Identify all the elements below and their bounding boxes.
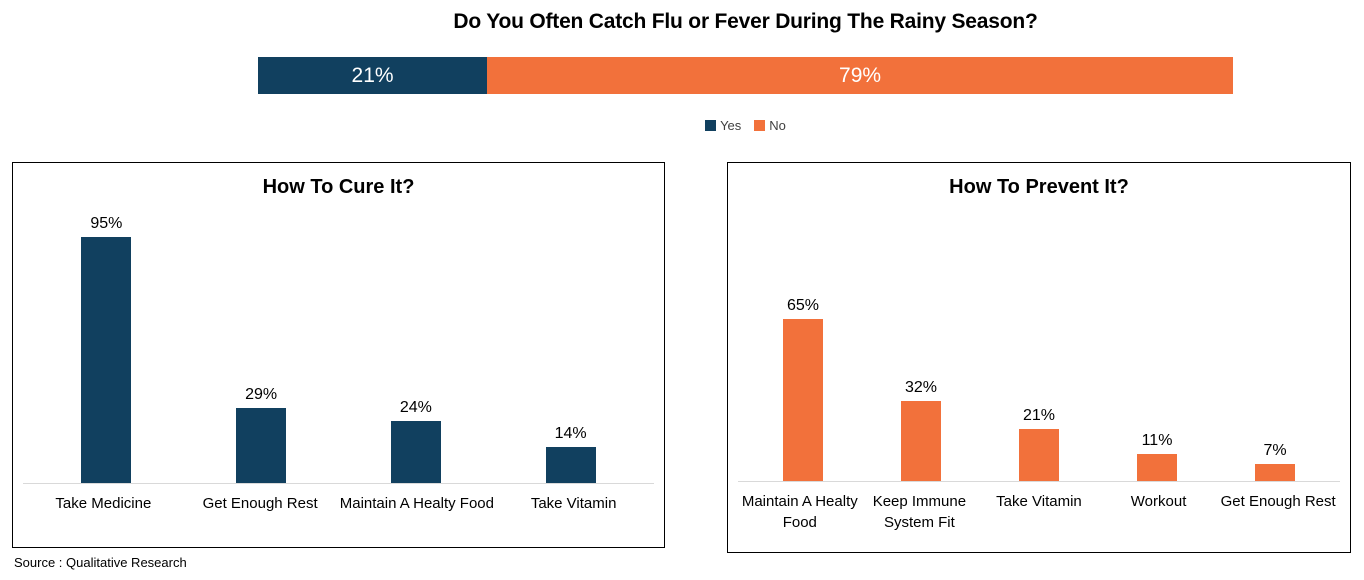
category-label: Take Vitamin: [530, 495, 617, 512]
bar: [236, 408, 287, 483]
legend-label: Yes: [720, 118, 742, 133]
bar-value-label: 24%: [399, 399, 432, 416]
bar: [901, 401, 941, 481]
cure-category-labels: Take Medicine Get Enough Rest Maintain A H…: [13, 484, 664, 514]
bar: [1019, 429, 1059, 481]
legend-label: No: [769, 118, 786, 133]
bar-slot: 95%: [29, 215, 184, 483]
bar-value-label: 95%: [90, 215, 123, 232]
legend-swatch-no: [754, 120, 766, 131]
bar-value-label: 32%: [904, 379, 938, 396]
prevent-category-labels: Maintain A Healty Food Keep Immune System…: [728, 482, 1350, 533]
bar: [1137, 454, 1177, 481]
stacked-segment-no: 79%: [487, 57, 1233, 94]
bar-slot: 21%: [980, 407, 1098, 481]
category-label: Workout: [1130, 493, 1187, 510]
bar-value-label: 14%: [554, 425, 587, 442]
legend-item-no: No: [754, 118, 786, 133]
stacked-segment-yes: 21%: [258, 57, 488, 94]
bar-slot: 14%: [493, 425, 648, 483]
category-label: Take Vitamin: [996, 493, 1082, 510]
source-note: Source : Qualitative Research: [14, 555, 187, 570]
bar: [1255, 464, 1295, 481]
bar-slot: 24%: [339, 399, 494, 483]
category-label: Maintain A Healty Food: [339, 495, 494, 512]
prevent-chart-title: How To Prevent It?: [949, 176, 1129, 198]
cure-bars-area: 95% 29% 24% 14%: [13, 215, 664, 483]
prevent-chart-panel: How To Prevent It? 65% 32% 21% 11% 7% Mainta…: [727, 162, 1351, 553]
bar-slot: 65%: [744, 297, 862, 481]
cure-x-axis-line: [23, 483, 654, 484]
bar-slot: 32%: [862, 379, 980, 481]
bar-value-label: 7%: [1263, 442, 1287, 459]
bar-slot: 7%: [1216, 442, 1334, 481]
bar-value-label: 65%: [786, 297, 820, 314]
survey-header: Do You Often Catch Flu or Fever During T…: [258, 0, 1233, 133]
bar: [390, 421, 441, 483]
legend-swatch-yes: [705, 120, 717, 131]
stacked-bar: 21% 79%: [258, 57, 1233, 94]
prevent-bars-area: 65% 32% 21% 11% 7%: [728, 229, 1350, 481]
cure-chart-panel: How To Cure It? 95% 29% 24% 14% Take Medici…: [12, 162, 665, 548]
category-label: Take Medicine: [55, 495, 152, 512]
bar-slot: 11%: [1098, 432, 1216, 481]
category-label: Get Enough Rest: [1220, 493, 1336, 510]
bar-slot: 29%: [184, 386, 339, 483]
bar: [783, 319, 823, 481]
prevent-x-axis-line: [738, 481, 1340, 482]
cure-chart-title: How To Cure It?: [262, 176, 415, 198]
category-label: Maintain A Healty Food: [741, 493, 858, 531]
bar-value-label: 21%: [1022, 407, 1056, 424]
category-label: Get Enough Rest: [202, 495, 318, 512]
page-title: Do You Often Catch Flu or Fever During T…: [453, 10, 1038, 33]
legend-item-yes: Yes: [705, 118, 741, 133]
legend: Yes No: [258, 118, 1233, 133]
bar-value-label: 11%: [1141, 432, 1173, 449]
bar-value-label: 29%: [245, 386, 278, 403]
bar: [545, 447, 596, 483]
bar: [81, 237, 132, 483]
category-label: Keep Immune System Fit: [872, 493, 967, 531]
